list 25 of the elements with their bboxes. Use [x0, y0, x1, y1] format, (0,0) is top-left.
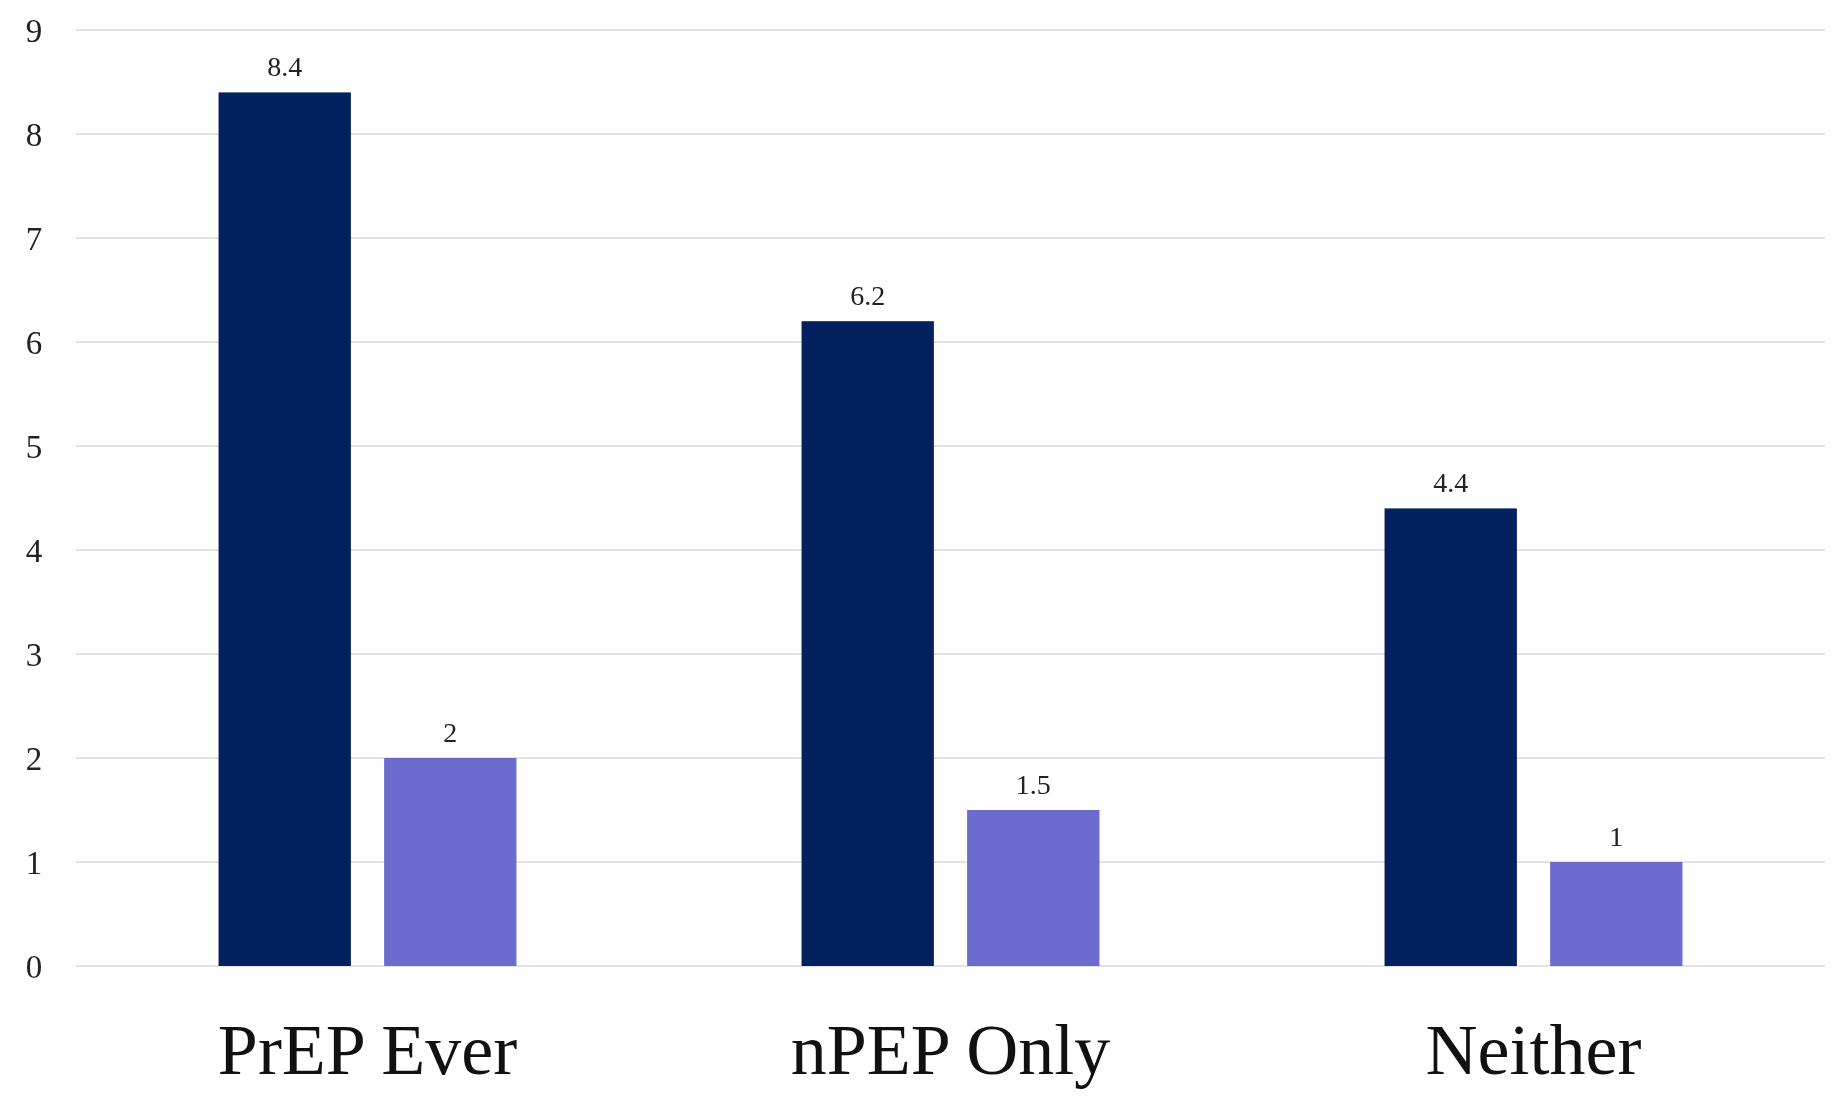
y-tick-label: 1: [25, 844, 43, 881]
bar: [384, 758, 517, 966]
y-tick-label: 7: [25, 220, 43, 257]
y-tick-label: 5: [25, 428, 43, 465]
data-label: 1: [1609, 821, 1624, 852]
y-tick-label: 6: [25, 324, 43, 361]
data-label: 4.4: [1433, 467, 1469, 499]
y-tick-label: 4: [25, 532, 43, 569]
y-tick-label: 8: [25, 116, 43, 153]
y-tick-label: 2: [25, 740, 43, 777]
x-tick-label: nPEP Only: [790, 1010, 1111, 1090]
bar: [1550, 862, 1683, 966]
data-label: 8.4: [267, 51, 303, 83]
y-tick-label: 0: [25, 948, 43, 985]
bar: [967, 810, 1100, 966]
bar: [218, 92, 351, 966]
y-tick-label: 3: [25, 636, 43, 673]
x-tick-label: Neither: [1425, 1010, 1642, 1090]
data-label: 6.2: [850, 280, 886, 312]
bar: [1384, 508, 1517, 966]
x-tick-label: PrEP Ever: [217, 1010, 518, 1090]
y-tick-label: 9: [25, 12, 43, 49]
data-label: 1.5: [1015, 769, 1051, 800]
data-label: 2: [443, 717, 458, 748]
bar: [801, 321, 934, 966]
